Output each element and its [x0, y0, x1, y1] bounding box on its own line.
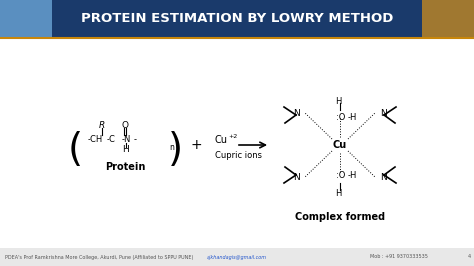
Text: N: N — [380, 109, 387, 118]
Text: Protein: Protein — [105, 162, 145, 172]
Text: -H: -H — [348, 113, 357, 122]
FancyBboxPatch shape — [0, 0, 52, 38]
Text: ): ) — [167, 131, 182, 169]
FancyBboxPatch shape — [422, 0, 474, 38]
Text: 4: 4 — [468, 255, 471, 260]
Text: ajkhandagis@gmail.com: ajkhandagis@gmail.com — [207, 255, 267, 260]
Text: -C: -C — [107, 135, 116, 144]
Text: H: H — [123, 146, 129, 155]
FancyBboxPatch shape — [0, 39, 474, 248]
Text: O: O — [121, 120, 128, 130]
Text: PROTEIN ESTIMATION BY LOWRY METHOD: PROTEIN ESTIMATION BY LOWRY METHOD — [81, 13, 393, 26]
Text: +2: +2 — [228, 135, 237, 139]
Text: -H: -H — [348, 172, 357, 181]
Text: H: H — [335, 189, 341, 197]
Text: N: N — [293, 109, 300, 118]
Text: PDEA's Prof Ramkrishna More College, Akurdi, Pune (Affiliated to SPPU PUNE): PDEA's Prof Ramkrishna More College, Aku… — [5, 255, 193, 260]
Text: -N: -N — [122, 135, 131, 144]
Text: :O: :O — [336, 113, 346, 122]
Text: +: + — [190, 138, 202, 152]
Text: -CH: -CH — [88, 135, 103, 144]
Text: H: H — [335, 97, 341, 106]
Text: N: N — [380, 172, 387, 181]
Text: N: N — [293, 172, 300, 181]
Text: -: - — [134, 135, 137, 144]
Text: Cu: Cu — [215, 135, 228, 145]
Text: R: R — [99, 120, 105, 130]
Text: n: n — [170, 143, 174, 152]
FancyBboxPatch shape — [0, 248, 474, 266]
Text: Cupric ions: Cupric ions — [215, 151, 262, 160]
Text: Complex formed: Complex formed — [295, 212, 385, 222]
Text: Cu: Cu — [333, 140, 347, 150]
Text: (: ( — [67, 131, 82, 169]
FancyBboxPatch shape — [0, 0, 474, 38]
Text: :O: :O — [336, 172, 346, 181]
Text: Mob : +91 9370333535: Mob : +91 9370333535 — [370, 255, 428, 260]
